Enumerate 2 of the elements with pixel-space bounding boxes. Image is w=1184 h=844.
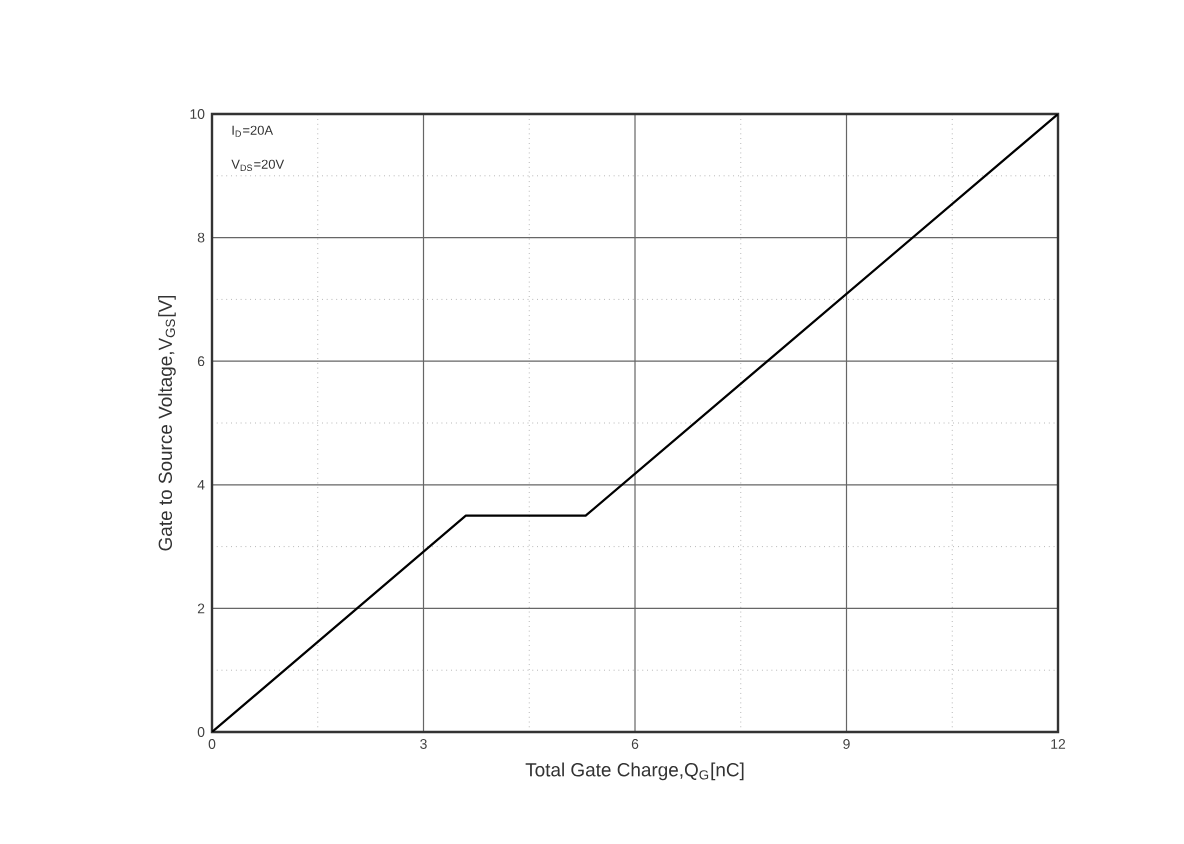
x-axis-title: Total Gate Charge,Q$_{G}$[nC] [525,762,744,781]
y-axis-title: Gate to Source Voltage,V$_{GS}$[V] [158,295,176,551]
